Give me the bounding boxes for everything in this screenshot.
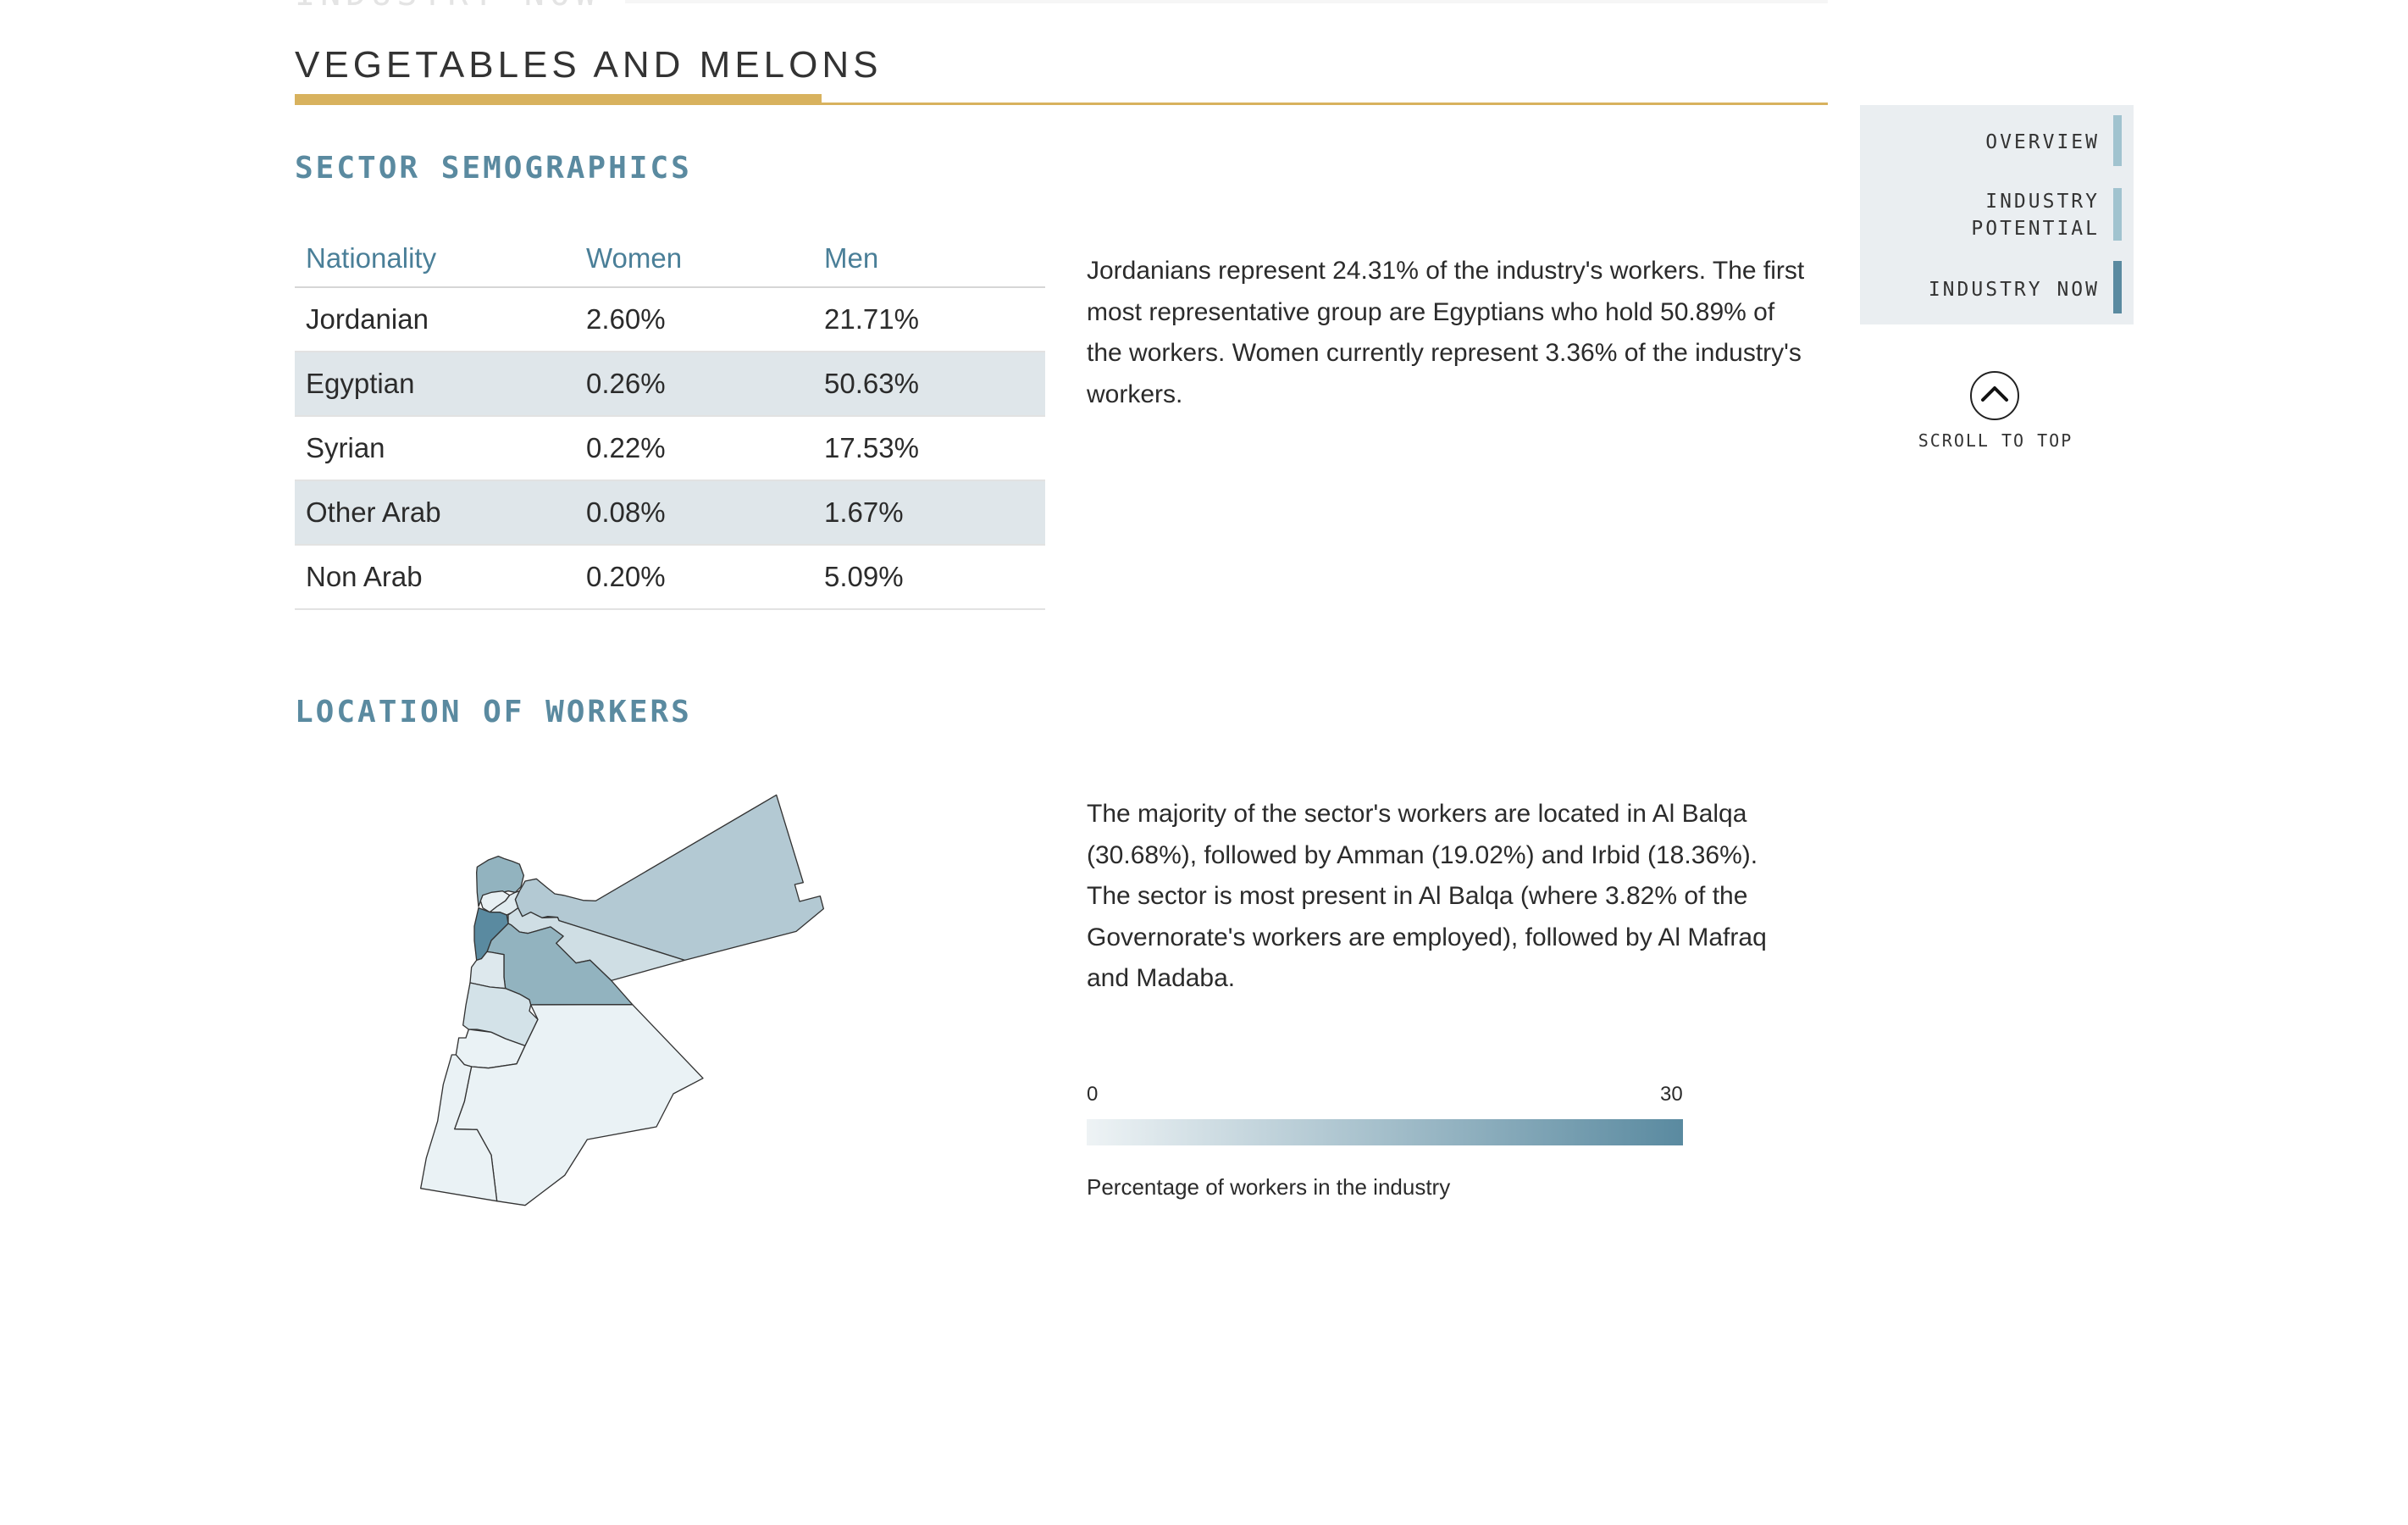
men-cell: 1.67% [813,480,1045,546]
table-row: Jordanian 2.60% 21.71% [295,287,1045,352]
men-cell: 17.53% [813,416,1045,481]
nationality-cell: Jordanian [295,287,575,352]
map-region-aqaba[interactable] [420,1054,498,1202]
column-header-women: Women [575,230,813,288]
column-header-men: Men [813,230,1045,288]
chevron-up-icon [1981,386,2008,402]
women-cell: 2.60% [575,287,813,352]
men-cell: 5.09% [813,545,1045,610]
map-region-balqa[interactable] [473,907,509,961]
nationality-cell: Egyptian [295,352,575,417]
nav-indicator-industry-potential [2113,188,2122,241]
nav-indicator-industry-now [2113,261,2122,313]
jordan-map [420,794,824,1206]
table-header-row: Nationality Women Men [295,230,1045,288]
page-title: VEGETABLES AND MELONS [295,44,883,86]
table-row: Egyptian 0.26% 50.63% [295,352,1045,417]
legend-max-label: 30 [1660,1083,1683,1106]
legend-caption: Percentage of workers in the industry [1087,1174,1451,1200]
location-heading: LOCATION OF WORKERS [295,695,692,729]
table-row: Other Arab 0.08% 1.67% [295,480,1045,546]
scroll-to-top-button[interactable] [1970,371,2019,420]
women-cell: 0.08% [575,480,813,546]
title-divider [295,103,1828,105]
nationality-cell: Other Arab [295,480,575,546]
legend-gradient-bar [1087,1119,1683,1145]
nav-item-industry-now[interactable]: INDUSTRY NOW [1928,279,2100,301]
column-header-nationality: Nationality [295,230,575,288]
top-divider [625,0,1828,3]
map-region-madaba[interactable] [469,951,507,990]
location-summary: The majority of the sector's workers are… [1087,800,1767,992]
nav-item-industry-potential[interactable]: INDUSTRY POTENTIAL [1971,191,2100,240]
women-cell: 0.22% [575,416,813,481]
nav-indicator-overview [2113,115,2122,166]
table-row: Syrian 0.22% 17.53% [295,416,1045,481]
men-cell: 50.63% [813,352,1045,417]
nationality-cell: Syrian [295,416,575,481]
table-row: Non Arab 0.20% 5.09% [295,545,1045,610]
women-cell: 0.20% [575,545,813,610]
women-cell: 0.26% [575,352,813,417]
demographics-heading: SECTOR SEMOGRAPHICS [295,151,692,186]
previous-section-title: INDUSTRY NOW [295,0,601,14]
demographics-summary: Jordanians represent 24.31% of the indus… [1087,257,1805,408]
title-underline [295,94,822,105]
legend-min-label: 0 [1087,1083,1099,1106]
nationality-cell: Non Arab [295,545,575,610]
men-cell: 21.71% [813,287,1045,352]
scroll-to-top-label[interactable]: SCROLL TO TOP [1918,430,2073,451]
section-nav: OVERVIEW INDUSTRY POTENTIAL INDUSTRY NOW [1860,105,2134,324]
demographics-table: Nationality Women Men Jordanian 2.60% 21.7… [295,230,1045,610]
nav-item-overview[interactable]: OVERVIEW [1985,131,2100,153]
